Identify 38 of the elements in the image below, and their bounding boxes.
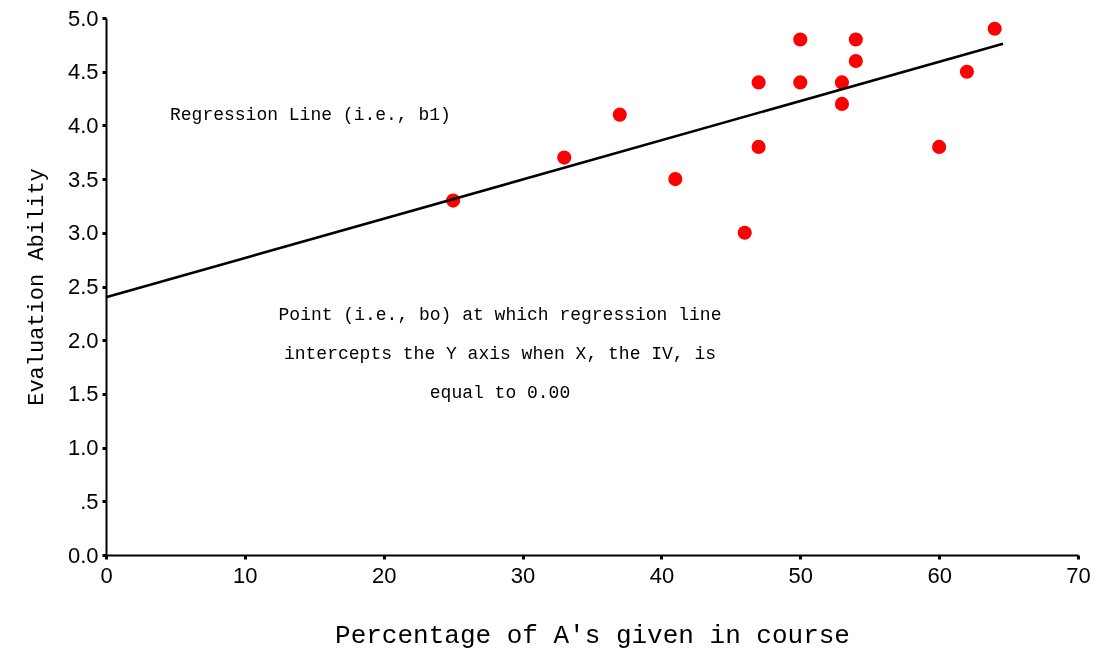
point [959, 64, 974, 79]
y-tick-label: 3.5 [67, 166, 99, 192]
x-tick-label: 10 [233, 562, 258, 588]
y-tick-label: 2.5 [67, 274, 99, 299]
point [668, 172, 683, 187]
y-tick-label: 4.5 [67, 59, 99, 85]
point [737, 225, 752, 240]
x-tick-label: 50 [788, 562, 814, 588]
x-axis-title: Percentage of A's given in course [335, 620, 850, 651]
y-tick-label: 2.0 [67, 327, 99, 353]
x-tick-label: 70 [1066, 562, 1091, 588]
point [848, 32, 863, 47]
point [557, 150, 572, 165]
y-tick-label: 1.0 [67, 435, 99, 461]
y-tick-label: .5 [80, 488, 99, 514]
point [987, 21, 1002, 36]
y-tick-label: 3.0 [67, 220, 99, 246]
point [834, 96, 850, 111]
point [793, 32, 808, 47]
point [848, 53, 863, 69]
x-tick-label: 40 [649, 562, 675, 588]
x-tick-label: 60 [927, 562, 952, 588]
y-tick-label: 5.0 [67, 5, 99, 31]
point [751, 75, 766, 90]
y-tick-label: 0.0 [67, 542, 99, 568]
x-tick-label: 0 [100, 562, 113, 588]
y-tick-label: 1.5 [67, 381, 99, 407]
y-axis-title: Evaluation Ability [24, 168, 50, 406]
point [612, 107, 627, 122]
x-tick-label: 30 [510, 562, 536, 588]
point [932, 139, 947, 154]
point [793, 75, 808, 90]
y-tick-label: 4.0 [67, 112, 99, 138]
annotation: Regression Line (i.e., b1) [170, 105, 451, 125]
point [751, 139, 766, 154]
point [834, 75, 850, 90]
annotation: Point (i.e., bo) at which regression line intercepts the Y axis when X, the IV, is equal to 0.00 [278, 305, 722, 403]
x-tick-label: 20 [371, 562, 397, 588]
